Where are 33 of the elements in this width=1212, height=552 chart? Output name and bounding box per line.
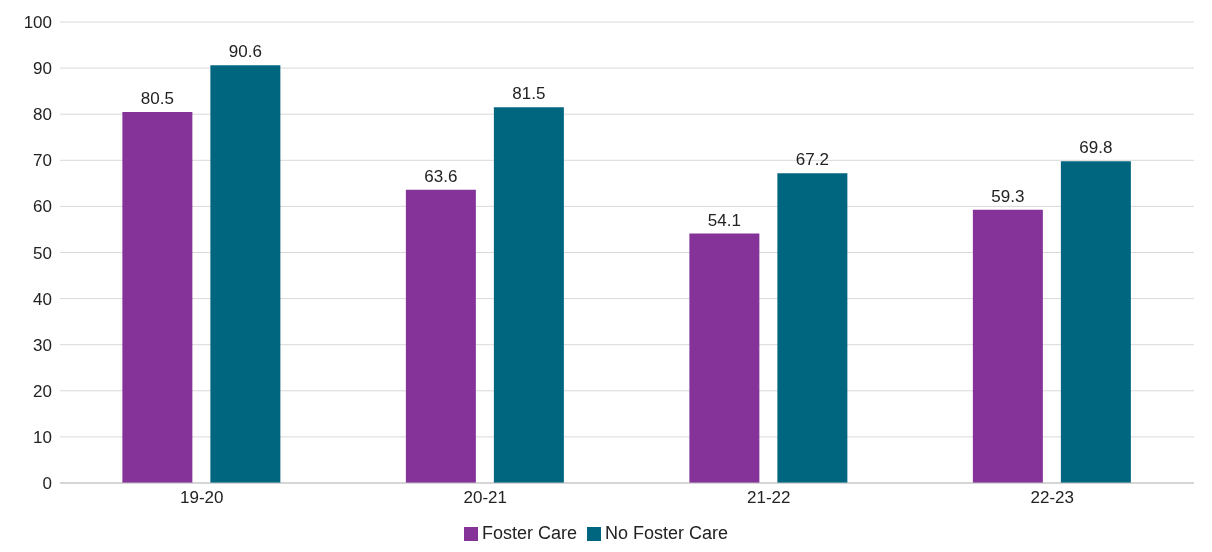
bar [777, 173, 848, 483]
data-label: 63.6 [424, 166, 458, 186]
legend-label: Foster Care [481, 523, 577, 543]
x-tick-label: 19-20 [180, 488, 224, 508]
y-tick-label: 0 [42, 474, 52, 494]
data-label: 59.3 [991, 186, 1025, 206]
x-tick-label: 21-22 [747, 488, 791, 508]
y-tick-label: 30 [33, 335, 52, 355]
bar [972, 209, 1043, 483]
y-tick-label: 40 [33, 289, 52, 309]
data-label: 81.5 [512, 84, 546, 104]
data-label: 90.6 [228, 42, 262, 62]
y-tick-label: 20 [33, 381, 52, 401]
bar [689, 233, 760, 483]
x-tick-label: 22-23 [1030, 488, 1074, 508]
bar [122, 111, 193, 483]
bar [405, 189, 476, 483]
y-tick-label: 60 [33, 197, 52, 217]
y-tick-label: 10 [33, 427, 52, 447]
data-label: 54.1 [707, 210, 741, 230]
y-tick-label: 100 [23, 13, 52, 33]
legend-label: No Foster Care [604, 523, 729, 543]
bar [1060, 161, 1131, 483]
y-tick-label: 90 [33, 59, 52, 79]
y-tick-label: 70 [33, 151, 52, 171]
x-tick-label: 20-21 [463, 488, 507, 508]
y-tick-label: 80 [33, 105, 52, 125]
data-label: 67.2 [795, 150, 829, 170]
data-label: 69.8 [1079, 138, 1113, 158]
data-label: 80.5 [140, 88, 174, 108]
bar [493, 107, 564, 483]
y-tick-label: 50 [33, 243, 52, 263]
bar [210, 65, 281, 483]
